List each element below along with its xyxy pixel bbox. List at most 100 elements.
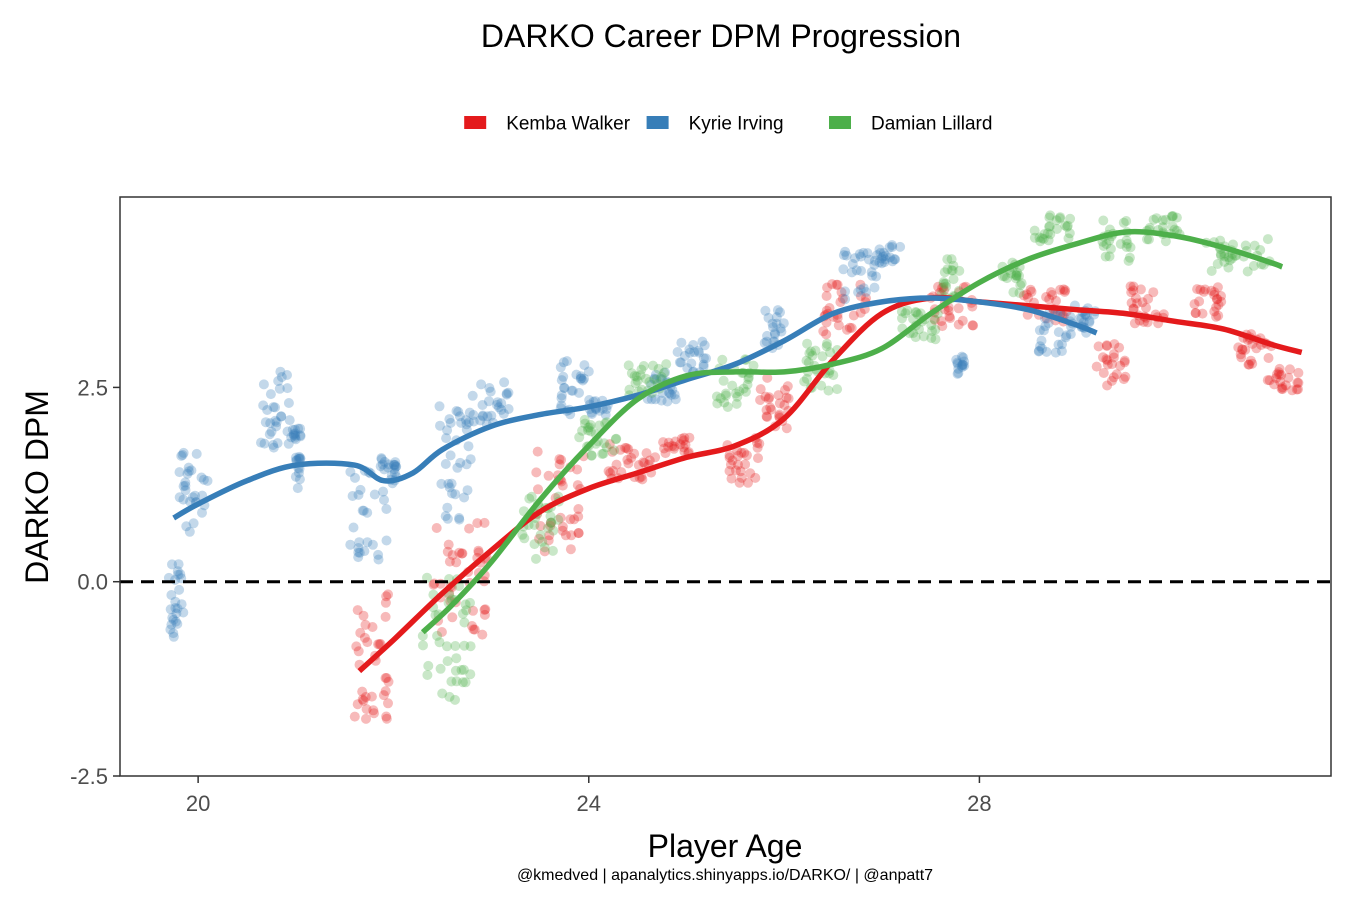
- data-point: [1271, 373, 1282, 384]
- data-point: [911, 307, 922, 318]
- data-point: [780, 385, 790, 395]
- data-point: [836, 287, 847, 298]
- data-point: [670, 394, 681, 405]
- data-point: [764, 392, 775, 403]
- data-point: [274, 383, 285, 394]
- data-point: [479, 609, 490, 620]
- data-point: [353, 646, 364, 657]
- data-point: [468, 410, 479, 420]
- data-point: [856, 265, 866, 276]
- data-point: [1167, 211, 1178, 222]
- data-point: [275, 366, 286, 377]
- data-point: [1138, 317, 1149, 327]
- data-point: [959, 360, 970, 371]
- data-point: [1062, 220, 1073, 231]
- legend-swatch: [829, 116, 851, 129]
- data-point: [918, 331, 929, 342]
- data-point: [1084, 316, 1095, 326]
- data-point: [775, 323, 786, 334]
- data-point: [574, 387, 584, 398]
- data-point: [776, 326, 787, 337]
- data-point: [459, 640, 470, 651]
- data-point: [1223, 262, 1234, 273]
- data-point: [1293, 384, 1303, 395]
- data-point: [575, 373, 586, 384]
- data-point: [544, 530, 555, 541]
- data-point: [1002, 273, 1012, 284]
- data-point: [469, 624, 480, 635]
- data-point: [360, 619, 371, 630]
- data-point: [760, 305, 771, 316]
- data-point: [718, 375, 729, 386]
- data-point: [817, 351, 828, 362]
- data-point: [1014, 270, 1024, 281]
- data-point: [663, 387, 674, 398]
- data-point: [345, 466, 356, 477]
- data-point: [1171, 212, 1182, 223]
- chart-title: DARKO Career DPM Progression: [481, 18, 961, 54]
- data-point: [1029, 232, 1040, 243]
- data-point: [529, 520, 540, 530]
- data-point: [622, 454, 633, 465]
- data-point: [373, 554, 384, 565]
- data-point: [442, 502, 453, 513]
- data-point: [376, 454, 387, 465]
- trend-line-damian-lillard: [420, 228, 1284, 635]
- data-point: [172, 603, 183, 614]
- data-point: [1063, 233, 1074, 244]
- data-point: [1043, 318, 1054, 328]
- data-point: [579, 373, 589, 384]
- data-point: [1035, 236, 1046, 247]
- data-point: [658, 437, 669, 448]
- data-point: [761, 405, 772, 415]
- data-point: [1033, 346, 1044, 357]
- data-point: [672, 347, 683, 357]
- data-point: [825, 347, 836, 358]
- data-point: [929, 315, 940, 325]
- data-point: [1058, 284, 1069, 295]
- data-point: [1034, 232, 1045, 243]
- data-point: [459, 617, 470, 628]
- data-point: [282, 383, 293, 394]
- data-point: [271, 417, 282, 428]
- data-point: [1065, 329, 1076, 340]
- data-point: [461, 605, 472, 616]
- data-point: [880, 250, 891, 261]
- data-point: [586, 407, 597, 418]
- data-point: [720, 388, 731, 399]
- data-point: [631, 371, 642, 382]
- data-point: [1209, 306, 1220, 317]
- data-point: [1197, 308, 1208, 319]
- data-point: [719, 397, 730, 408]
- data-point: [485, 386, 496, 397]
- data-point: [629, 448, 640, 459]
- data-point: [945, 313, 956, 324]
- data-point: [669, 443, 679, 454]
- data-point: [178, 494, 189, 505]
- data-point: [442, 425, 453, 436]
- data-point: [912, 309, 923, 320]
- data-point: [1276, 383, 1287, 394]
- data-point: [1216, 291, 1226, 301]
- data-point: [262, 405, 273, 415]
- data-point: [456, 548, 467, 559]
- data-point: [1091, 361, 1102, 372]
- data-point: [560, 530, 571, 541]
- data-point: [926, 333, 937, 344]
- data-point: [1124, 252, 1135, 263]
- data-point: [584, 422, 595, 433]
- data-point: [293, 423, 304, 434]
- data-point: [810, 345, 821, 356]
- data-point: [472, 518, 483, 529]
- data-point: [1275, 376, 1286, 387]
- data-point: [190, 490, 200, 501]
- data-point: [354, 547, 365, 558]
- data-point: [1011, 273, 1021, 284]
- data-point: [177, 450, 188, 460]
- data-point: [715, 393, 726, 404]
- data-point: [583, 422, 594, 433]
- data-point: [447, 488, 457, 499]
- data-point: [172, 566, 183, 577]
- data-point: [282, 370, 292, 380]
- data-point: [1098, 352, 1108, 363]
